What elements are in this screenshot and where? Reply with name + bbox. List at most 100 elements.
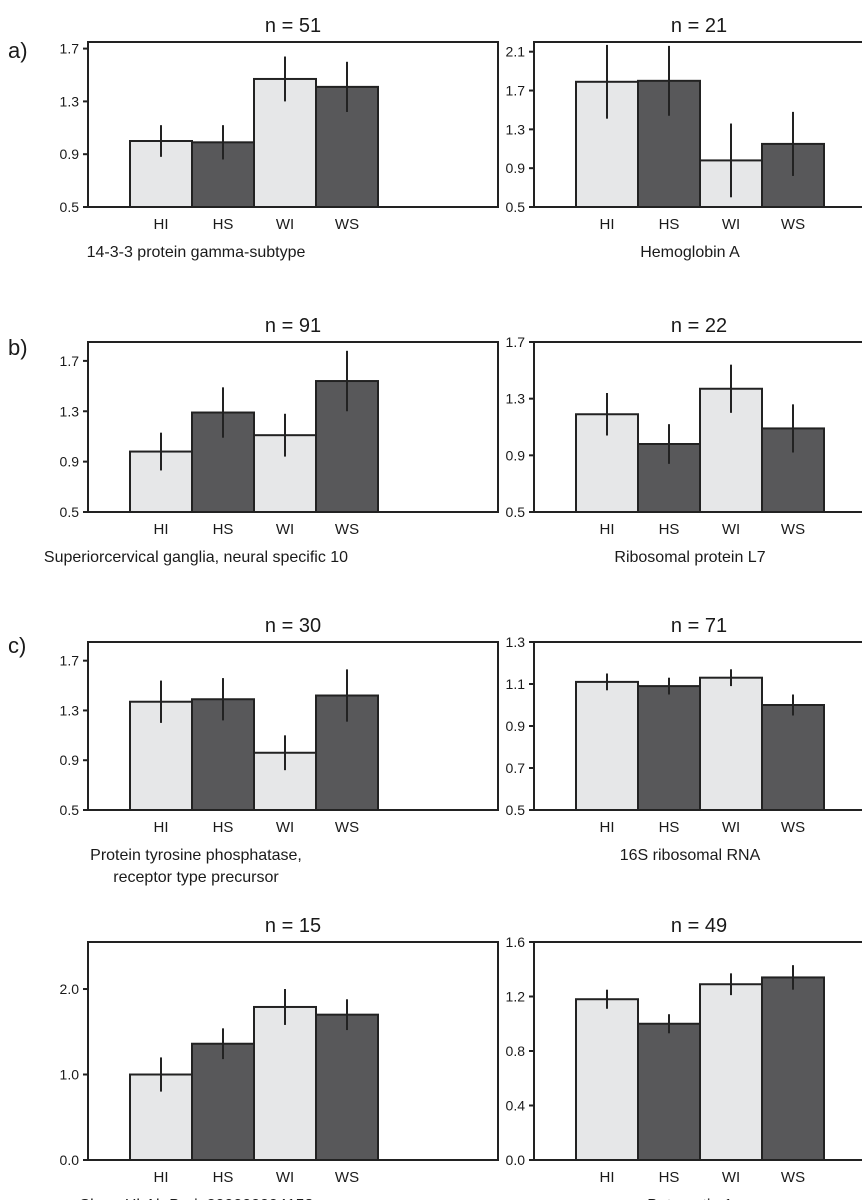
y-tick-label: 0.5	[60, 504, 80, 520]
category-label: WI	[722, 216, 740, 233]
category-label: HS	[659, 819, 680, 836]
chart-title: n = 21	[671, 15, 727, 37]
category-label: HI	[154, 819, 169, 836]
y-tick-label: 0.9	[60, 146, 80, 162]
category-label: WI	[722, 521, 740, 538]
y-tick-label: 0.9	[506, 718, 526, 734]
x-axis-label-line: receptor type precursor	[113, 869, 279, 886]
y-tick-label: 0.5	[506, 802, 526, 818]
x-axis-label: Superiorcervical ganglia, neural specifi…	[44, 549, 348, 566]
x-axis-label-line: Clone HhAb Brain200000004158	[79, 1197, 314, 1200]
x-axis-label-line: Ribosomal protein L7	[614, 549, 765, 566]
category-label: WI	[722, 1169, 740, 1186]
row-label-a: a)	[8, 38, 28, 63]
bar-hi	[575, 998, 639, 1161]
chart-panel-6: n = 71 0.5 0.7 0.9 1.1 1.3 HI HS WI WS 16S ribosom…	[506, 615, 862, 864]
y-tick-label: 0.5	[60, 199, 80, 215]
category-label: HI	[600, 819, 615, 836]
y-tick-label: 1.7	[60, 653, 80, 669]
bar-ws	[315, 1013, 379, 1162]
category-label: HS	[659, 1169, 680, 1186]
chart-panel-8: n = 49 0.0 0.4 0.8 1.2 1.6 HI HS WI WS Beta-actin …	[506, 915, 862, 1200]
category-label: HS	[213, 819, 234, 836]
x-axis-label: Ribosomal protein L7	[614, 549, 765, 566]
y-tick-label: 1.1	[506, 676, 526, 692]
y-tick-label: 1.6	[506, 934, 526, 950]
y-tick-label: 1.3	[506, 391, 526, 407]
chart-panel-5: n = 30 0.5 0.9 1.3 1.7 HI HS WI WS Protein tyrosi…	[60, 615, 499, 886]
category-label: WS	[781, 216, 805, 233]
y-tick-label: 2.1	[506, 44, 526, 60]
chart-title: n = 91	[265, 315, 321, 337]
category-label: HI	[600, 1169, 615, 1186]
y-tick-label: 1.3	[60, 403, 80, 419]
y-tick-label: 0.5	[60, 802, 80, 818]
y-tick-label: 0.8	[506, 1043, 526, 1059]
y-tick-label: 0.5	[506, 199, 526, 215]
plot-frame	[533, 941, 862, 1161]
x-axis-label: Beta-actin 1	[647, 1197, 732, 1200]
y-tick-label: 1.3	[60, 702, 80, 718]
bar-hi	[575, 680, 639, 812]
plot-frame	[87, 41, 499, 208]
category-label: HI	[154, 521, 169, 538]
chart-title: n = 51	[265, 15, 321, 37]
bar-hs	[191, 1042, 255, 1161]
panel-grid: n = 51 0.5 0.9 1.3 1.7 HI HS WI WS 14-3-3 protein…	[44, 15, 862, 1200]
category-label: WI	[276, 1169, 294, 1186]
category-label: WI	[276, 521, 294, 538]
chart-panel-2: n = 21 0.5 0.9 1.3 1.7 2.1 HI HS WI WS Hemoglobin …	[506, 15, 862, 261]
category-label: WS	[335, 521, 359, 538]
y-tick-label: 1.2	[506, 989, 526, 1005]
category-label: WI	[722, 819, 740, 836]
bar-hs	[637, 685, 701, 811]
category-label: WS	[781, 819, 805, 836]
y-tick-label: 0.4	[506, 1098, 526, 1114]
category-label: WS	[335, 819, 359, 836]
category-label: WS	[781, 521, 805, 538]
y-tick-label: 1.7	[60, 41, 80, 57]
chart-title: n = 15	[265, 915, 321, 937]
x-axis-label-line: Beta-actin 1	[647, 1197, 732, 1200]
y-tick-label: 1.7	[506, 83, 526, 99]
x-axis-label: Protein tyrosine phosphatase, receptor ty…	[90, 847, 302, 886]
category-label: HI	[600, 216, 615, 233]
plot-frame	[87, 941, 499, 1161]
y-tick-label: 1.3	[506, 121, 526, 137]
y-tick-label: 1.3	[506, 634, 526, 650]
chart-panel-7: n = 15 0.0 1.0 2.0 HI HS WI WS Clone HhAb Brain2…	[60, 915, 499, 1200]
category-label: WI	[276, 819, 294, 836]
y-tick-label: 0.9	[60, 752, 80, 768]
y-tick-label: 0.0	[60, 1152, 80, 1168]
y-tick-label: 2.0	[60, 981, 80, 997]
chart-panel-4: n = 22 0.5 0.9 1.3 1.7 HI HS WI WS Ribosomal prot…	[506, 315, 862, 566]
row-label-b: b)	[8, 335, 28, 360]
x-axis-label: 16S ribosomal RNA	[620, 847, 761, 864]
plot-frame	[533, 641, 862, 811]
y-tick-label: 0.0	[506, 1152, 526, 1168]
plot-frame	[87, 641, 499, 811]
bar-ws	[761, 976, 825, 1161]
y-tick-label: 0.5	[506, 504, 526, 520]
category-label: HS	[213, 521, 234, 538]
category-label: HI	[600, 521, 615, 538]
category-label: HS	[659, 216, 680, 233]
bar-wi	[699, 983, 763, 1161]
chart-panel-1: n = 51 0.5 0.9 1.3 1.7 HI HS WI WS 14-3-3 protein…	[60, 15, 499, 261]
x-axis-label-line: Superiorcervical ganglia, neural specifi…	[44, 549, 348, 566]
x-axis-label-line: 14-3-3 protein gamma-subtype	[87, 244, 306, 261]
category-label: HI	[154, 1169, 169, 1186]
plot-frame	[533, 341, 862, 513]
y-tick-label: 0.7	[506, 760, 526, 776]
category-label: WI	[276, 216, 294, 233]
row-label-c: c)	[8, 633, 26, 658]
chart-title: n = 22	[671, 315, 727, 337]
y-tick-label: 1.7	[60, 353, 80, 369]
category-label: WS	[335, 216, 359, 233]
y-tick-label: 0.9	[506, 160, 526, 176]
y-tick-label: 1.0	[60, 1067, 80, 1083]
category-label: WS	[781, 1169, 805, 1186]
x-axis-label: Hemoglobin A	[640, 244, 740, 261]
y-tick-label: 0.9	[506, 447, 526, 463]
